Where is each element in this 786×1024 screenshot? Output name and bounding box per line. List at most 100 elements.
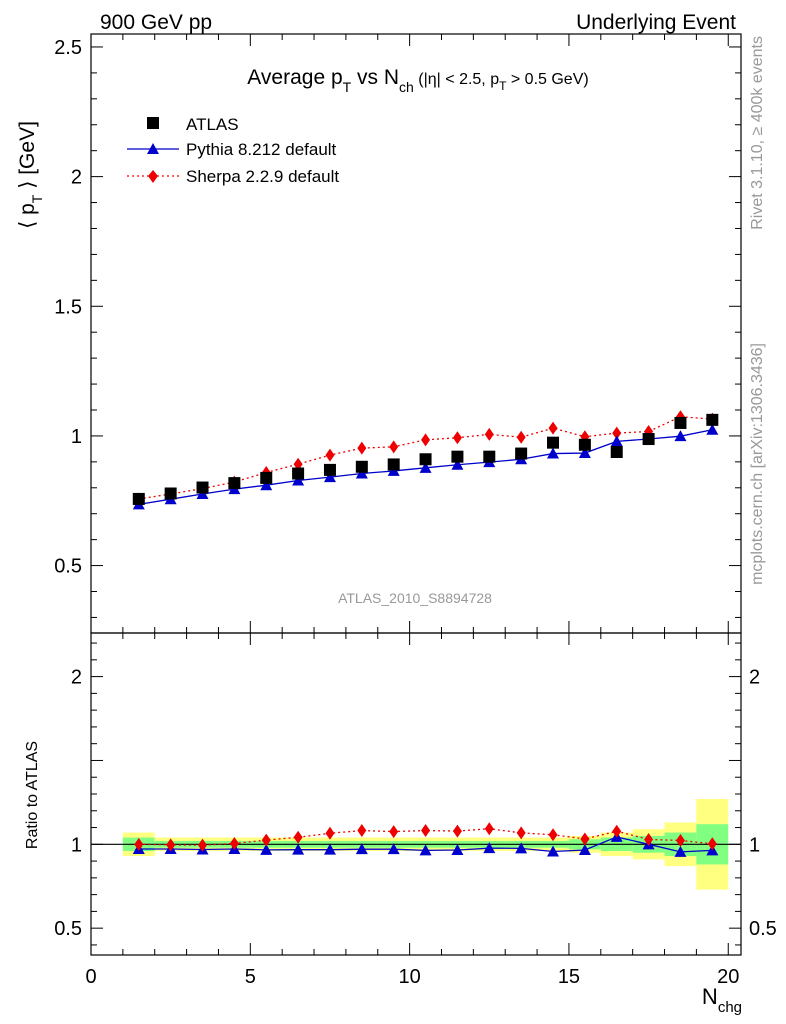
main-point-pythia [451, 458, 464, 470]
main-point-pythia [706, 423, 719, 435]
legend-label-atlas: ATLAS [186, 115, 239, 134]
main-point-atlas [387, 458, 400, 471]
rivet-label: Rivet 3.1.10, ≥ 400k events [749, 36, 766, 230]
ratio-point-pythia [451, 844, 464, 856]
legend-entry-atlas: ATLAS [147, 115, 239, 134]
x-tick-label: 20 [717, 966, 739, 988]
ratio-y-tick-label-right: 1 [749, 834, 760, 856]
main-y-tick-label: 2 [71, 167, 82, 189]
ratio-point-pythia [515, 842, 528, 854]
main-point-sherpa [548, 421, 558, 435]
main-point-atlas [355, 460, 368, 473]
main-point-atlas [260, 471, 273, 484]
main-point-sherpa [421, 433, 431, 447]
main-point-atlas [196, 481, 209, 494]
main-y-tick-label: 0.5 [54, 556, 82, 578]
main-point-atlas [515, 447, 528, 460]
main-point-atlas [483, 450, 496, 463]
main-point-atlas [547, 436, 560, 449]
mcplots-label: mcplots.cern.ch [arXiv:1306.3436] [749, 343, 766, 585]
ratio-point-pythia [674, 845, 687, 857]
ratio-point-pythia [260, 843, 273, 855]
main-point-pythia [355, 467, 368, 479]
ratio-y-tick-label-right: 0.5 [749, 918, 777, 940]
main-point-sherpa [357, 441, 367, 455]
ratio-point-pythia [419, 844, 432, 856]
header-left: 900 GeV pp [100, 11, 212, 34]
legend-marker-atlas [147, 117, 159, 129]
main-point-pythia [323, 471, 336, 483]
main-point-atlas [642, 433, 655, 446]
analysis-id: ATLAS_2010_S8894728 [338, 590, 492, 606]
ratio-point-sherpa [261, 833, 271, 847]
ratio-point-sherpa [548, 828, 558, 842]
legend: ATLAS Pythia 8.212 default Sherpa 2.2.9 … [127, 115, 339, 186]
ratio-point-sherpa [707, 837, 717, 851]
legend-marker-sherpa [148, 170, 158, 183]
main-y-tick-label: 1 [71, 426, 82, 448]
ratio-point-sherpa [166, 838, 176, 852]
legend-label-sherpa: Sherpa 2.2.9 default [186, 167, 339, 186]
legend-label-pythia: Pythia 8.212 default [186, 140, 337, 159]
main-point-atlas [610, 446, 623, 459]
ratio-point-sherpa [134, 837, 144, 851]
main-point-atlas [674, 416, 687, 429]
header-right: Underlying Event [576, 11, 736, 34]
ratio-point-sherpa [675, 833, 685, 847]
main-y-tick-label: 2.5 [54, 37, 82, 59]
ratio-frame [90, 632, 742, 956]
ratio-point-sherpa [484, 822, 494, 836]
main-point-pythia [292, 474, 305, 486]
ratio-point-sherpa [644, 832, 654, 846]
ratio-y-tick-label: 2 [71, 667, 82, 689]
main-point-atlas [132, 492, 145, 505]
main-point-pythia [547, 447, 560, 459]
main-point-sherpa [484, 427, 494, 441]
ratio-point-pythia [355, 843, 368, 855]
main-title: Average pT vs Nch (|η| < 2.5, pT > 0.5 G… [247, 66, 588, 95]
main-point-sherpa [325, 448, 335, 462]
main-point-sherpa [452, 431, 462, 445]
ratio-point-sherpa [198, 838, 208, 852]
main-point-sherpa [293, 457, 303, 471]
main-point-atlas [451, 450, 464, 463]
legend-marker-pythia [147, 143, 159, 154]
main-point-sherpa [612, 426, 622, 440]
ratio-point-pythia [547, 845, 560, 857]
main-y-label: ⟨ pT ⟩ [GeV] [16, 121, 45, 229]
ratio-point-sherpa [452, 824, 462, 838]
x-axis-label: Nchg [702, 984, 742, 1016]
main-point-pythia [419, 461, 432, 473]
ratio-point-sherpa [325, 826, 335, 840]
ratio-point-pythia [292, 843, 305, 855]
ratio-y-label: Ratio to ATLAS [24, 741, 41, 849]
ratio-point-pythia [578, 844, 591, 856]
main-point-pythia [674, 430, 687, 442]
ratio-y-tick-label-right: 2 [749, 667, 760, 689]
main-point-atlas [292, 467, 305, 480]
ratio-point-sherpa [421, 824, 431, 838]
main-point-atlas [578, 438, 591, 451]
ratio-point-sherpa [293, 830, 303, 844]
main-point-atlas [419, 453, 432, 466]
ratio-point-pythia [387, 843, 400, 855]
x-tick-label: 5 [245, 966, 256, 988]
x-tick-label: 0 [85, 966, 96, 988]
ratio-y-tick-label: 1 [71, 834, 82, 856]
ratio-point-sherpa [229, 836, 239, 850]
ratio-point-pythia [323, 843, 336, 855]
main-point-atlas [164, 487, 177, 500]
main-point-atlas [706, 413, 719, 426]
x-tick-label: 15 [558, 966, 580, 988]
main-point-sherpa [389, 440, 399, 454]
main-y-tick-label: 1.5 [54, 296, 82, 318]
main-point-atlas [323, 463, 336, 476]
x-tick-label: 10 [399, 966, 421, 988]
main-point-sherpa [516, 430, 526, 444]
main-point-atlas [228, 477, 241, 490]
legend-entry-pythia: Pythia 8.212 default [127, 140, 337, 159]
ratio-y-tick-label: 0.5 [54, 918, 82, 940]
ratio-point-pythia [483, 842, 496, 854]
ratio-point-sherpa [357, 824, 367, 838]
